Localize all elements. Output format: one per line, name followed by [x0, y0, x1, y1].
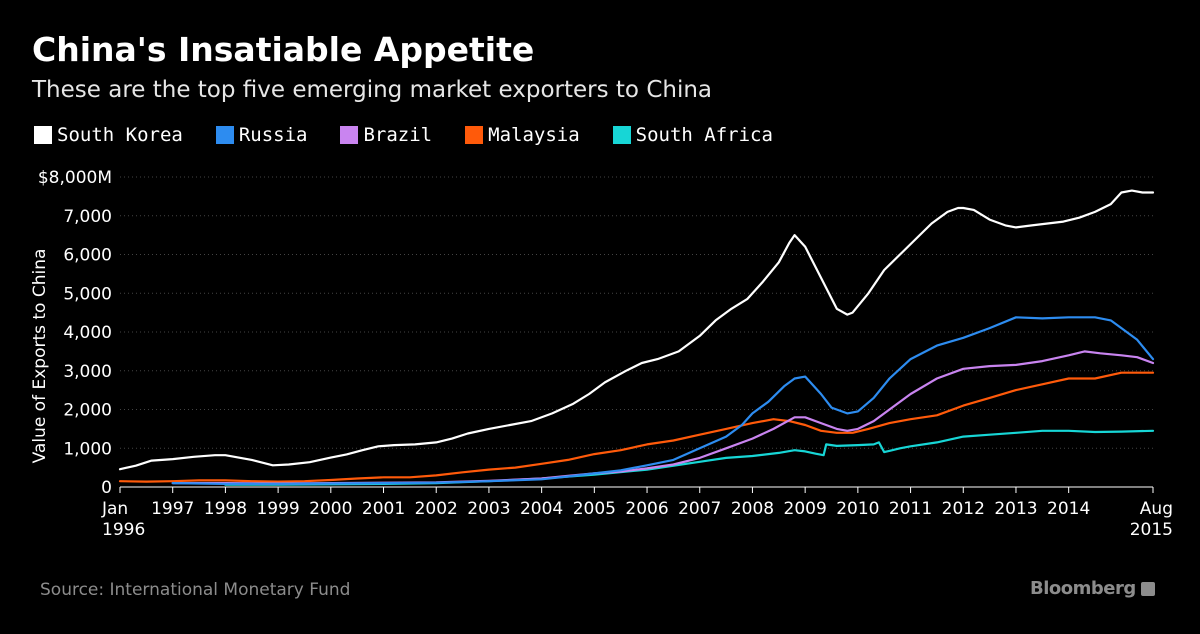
x-tick-label: Aug [1140, 499, 1173, 519]
x-tick-label: 2007 [678, 499, 721, 519]
x-tick-label: Jan [101, 499, 128, 519]
x-tick-label: 2008 [731, 499, 774, 519]
x-tick-label: 2009 [784, 499, 827, 519]
legend-swatch [34, 126, 52, 144]
x-tick-label: 2012 [942, 499, 985, 519]
x-tick-label: 2013 [994, 499, 1037, 519]
series-line-brazil [171, 350, 1155, 485]
x-tick-label: 2010 [836, 499, 879, 519]
series-line-russia [171, 316, 1155, 485]
y-tick-label: 3,000 [63, 362, 112, 382]
chart-subtitle: These are the top five emerging market e… [32, 77, 713, 103]
x-tick-label: 2000 [309, 499, 352, 519]
legend-swatch [465, 126, 484, 144]
y-tick-label: 5,000 [63, 284, 112, 304]
series-line-malaysia [118, 371, 1155, 483]
x-tick-label: 2002 [415, 499, 458, 519]
x-tick-label-year: 2015 [1130, 520, 1173, 540]
legend-item-south-africa: South Africa [612, 124, 773, 146]
legend-label: Malaysia [488, 124, 580, 146]
x-tick-label: 2001 [362, 499, 405, 519]
legend-swatch [612, 126, 631, 144]
y-tick-label: 7,000 [63, 207, 112, 227]
x-tick-label: 2011 [889, 499, 932, 519]
x-tick-label: 2003 [467, 499, 510, 519]
y-axis-title: Value of Exports to China [30, 249, 50, 464]
x-tick-label: 2005 [573, 499, 616, 519]
legend-item-russia: Russia [215, 124, 308, 146]
y-tick-label: 1,000 [63, 439, 112, 459]
x-tick-label: 2004 [520, 499, 563, 519]
y-tick-label: 6,000 [63, 246, 112, 266]
legend-swatch [340, 126, 359, 144]
brand-name: Bloomberg [1030, 578, 1136, 599]
legend-item-malaysia: Malaysia [465, 124, 580, 146]
y-tick-label: 2,000 [63, 401, 112, 421]
legend-item-brazil: Brazil [340, 124, 432, 146]
y-tick-label: $8,000M [38, 168, 112, 188]
legend-label: Russia [238, 124, 308, 146]
legend: South Korea Russia Brazil Malaysia South… [34, 124, 806, 146]
series-line-south-korea [118, 189, 1155, 471]
x-tick-label: 1998 [204, 499, 247, 519]
legend-label: South Korea [57, 124, 183, 146]
x-tick-label: 1999 [256, 499, 299, 519]
series-line-south-africa [224, 429, 1155, 486]
legend-label: South Africa [635, 124, 773, 146]
x-tick-label: 2006 [625, 499, 668, 519]
y-tick-label: 0 [101, 478, 112, 498]
brand-logo: Bloomberg [1030, 578, 1155, 599]
legend-label: Brazil [363, 124, 433, 146]
chart-title: China's Insatiable Appetite [32, 30, 535, 69]
bloomberg-terminal-icon [1140, 581, 1155, 596]
legend-swatch [215, 126, 234, 144]
source-note: Source: International Monetary Fund [40, 580, 351, 600]
x-tick-label-year: 1996 [102, 520, 145, 540]
y-tick-label: 4,000 [63, 323, 112, 343]
x-tick-label: 2014 [1047, 499, 1090, 519]
x-tick-label: 1997 [151, 499, 194, 519]
legend-item-south-korea: South Korea [34, 124, 183, 146]
